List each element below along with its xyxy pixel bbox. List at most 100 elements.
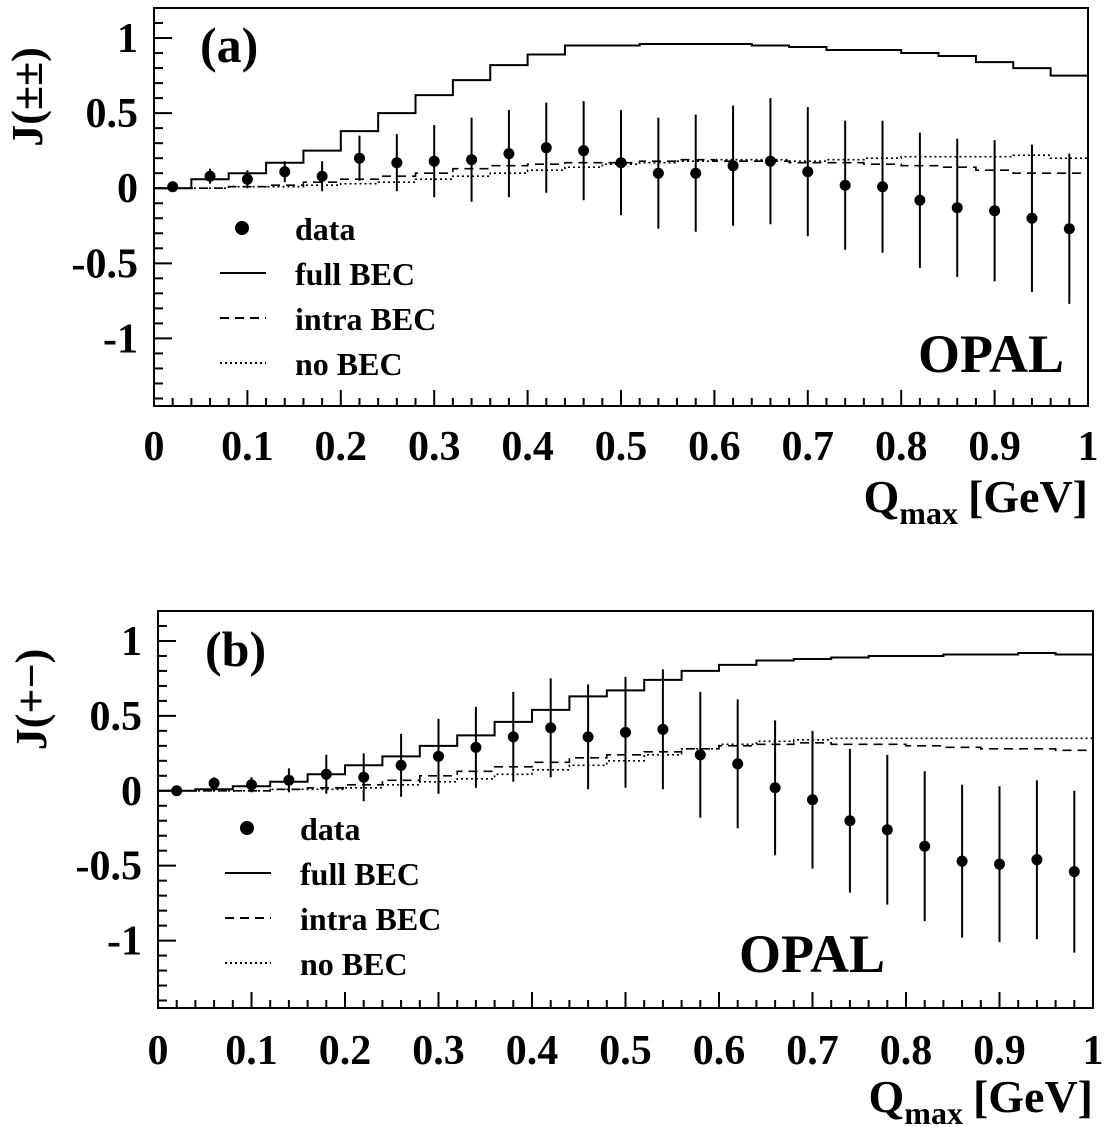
legend: data full BEC intra BEC no BEC [220, 211, 436, 382]
data-point [769, 782, 781, 794]
data-point [167, 181, 179, 193]
y-axis-title: J(+−) [7, 649, 56, 750]
legend: data full BEC intra BEC no BEC [225, 811, 441, 982]
data-point [246, 779, 257, 791]
x-axis-title: Qmax [GeV] [864, 471, 1089, 531]
x-tick-label: 0 [148, 1028, 169, 1074]
x-tick-label: 0.5 [595, 424, 648, 470]
data-point [989, 205, 1001, 217]
data-point [1031, 854, 1043, 866]
x-tick-label: 0.4 [501, 424, 554, 470]
data-point [652, 167, 664, 179]
x-tick-label: 0.6 [693, 1028, 746, 1074]
data-point [358, 771, 370, 783]
series-intra-bec-histogram [154, 158, 1088, 190]
legend-marker-data [240, 821, 254, 835]
data-point [582, 731, 594, 743]
x-tick-label: 0.9 [973, 1028, 1026, 1074]
data-point [881, 824, 893, 836]
experiment-label: OPAL [739, 924, 885, 984]
data-point [433, 750, 444, 762]
x-tick-label: 0.5 [599, 1028, 652, 1074]
legend-label: data [300, 811, 360, 847]
x-tick-label: 0.1 [225, 1028, 278, 1074]
data-point [620, 726, 631, 738]
x-axis-title-subscript: max [904, 1095, 963, 1127]
x-tick-label: 0.4 [506, 1028, 559, 1074]
x-tick-label: 0.3 [412, 1028, 465, 1074]
data-point [615, 157, 627, 169]
legend-label: intra BEC [300, 901, 441, 937]
x-tick-label: 0.9 [968, 424, 1021, 470]
y-tick-label: -0.5 [76, 844, 143, 890]
y-tick-label: 1 [121, 619, 142, 665]
data-point [1063, 223, 1075, 235]
x-tick-label: 0.6 [688, 424, 741, 470]
y-tick-label: -0.5 [72, 241, 139, 287]
data-point [732, 758, 744, 770]
legend-label: no BEC [295, 346, 403, 382]
plot-frame [157, 610, 1094, 1009]
y-tick-label: -1 [103, 316, 138, 362]
x-tick-label: 0.1 [221, 424, 274, 470]
panel-label: (a) [200, 17, 258, 73]
experiment-label: OPAL [918, 324, 1064, 384]
x-tick-label: 0.7 [782, 424, 835, 470]
y-tick-label: 0.5 [86, 91, 139, 137]
data-point [316, 170, 328, 182]
data-point [802, 166, 814, 178]
data-point [353, 152, 365, 164]
x-axis-title-main: Q [869, 1071, 905, 1122]
y-tick-label: 1 [117, 16, 138, 62]
data-point [951, 202, 963, 214]
data-point [919, 840, 931, 852]
y-tick-label: 0.5 [90, 694, 143, 740]
data-point [657, 723, 669, 735]
data-point [171, 785, 183, 797]
x-tick-label: 0.3 [408, 424, 461, 470]
data-point [727, 160, 739, 172]
data-point [956, 855, 968, 867]
x-axis-title-subscript: max [899, 495, 958, 531]
data-point [208, 777, 220, 789]
data-point [578, 145, 590, 157]
legend-label: intra BEC [295, 301, 436, 337]
panel-b: 0 0.1 0.2 0.3 0.4 0.5 0.6 0.7 0.8 0.9 1 1 0.5 0 -0.5 -1… [7, 610, 1104, 1127]
panel-label: (b) [205, 621, 266, 677]
data-point [1068, 866, 1080, 878]
y-tick-label: -1 [107, 919, 142, 965]
x-tick-label: 1 [1078, 424, 1099, 470]
data-point [914, 194, 926, 206]
data-point [540, 142, 552, 154]
legend-label: full BEC [300, 856, 420, 892]
data-point [877, 181, 889, 193]
panel-a: 0 0.1 0.2 0.3 0.4 0.5 0.6 0.7 0.8 0.9 1 1 0.5 0 -0.5 -1… [3, 7, 1099, 531]
data-point [844, 815, 856, 827]
x-axis-title: Qmax [GeV] [869, 1071, 1094, 1127]
series-no-bec-histogram [154, 154, 1088, 190]
data-point [241, 173, 253, 185]
data-point [690, 167, 702, 179]
data-point [503, 148, 515, 160]
series-full-bec-histogram [158, 651, 1093, 792]
legend-label: full BEC [295, 256, 415, 292]
x-tick-label: 0.2 [319, 1028, 372, 1074]
data-point [470, 741, 482, 753]
x-tick-label: 0.7 [786, 1028, 839, 1074]
y-tick-label: 0 [117, 166, 138, 212]
x-tick-label: 0.8 [875, 424, 928, 470]
x-tick-label: 1 [1083, 1028, 1104, 1074]
data-point [395, 759, 407, 771]
data-point [807, 794, 818, 806]
data-point [994, 858, 1005, 870]
legend-label: data [295, 211, 355, 247]
data-point [839, 179, 851, 191]
data-point [428, 155, 440, 167]
data-point [320, 768, 332, 780]
series-full-bec-histogram [154, 43, 1088, 190]
data-point [507, 731, 519, 743]
x-axis-title-unit: [GeV] [968, 471, 1088, 522]
legend-marker-data [235, 221, 249, 235]
data-point [545, 722, 557, 734]
